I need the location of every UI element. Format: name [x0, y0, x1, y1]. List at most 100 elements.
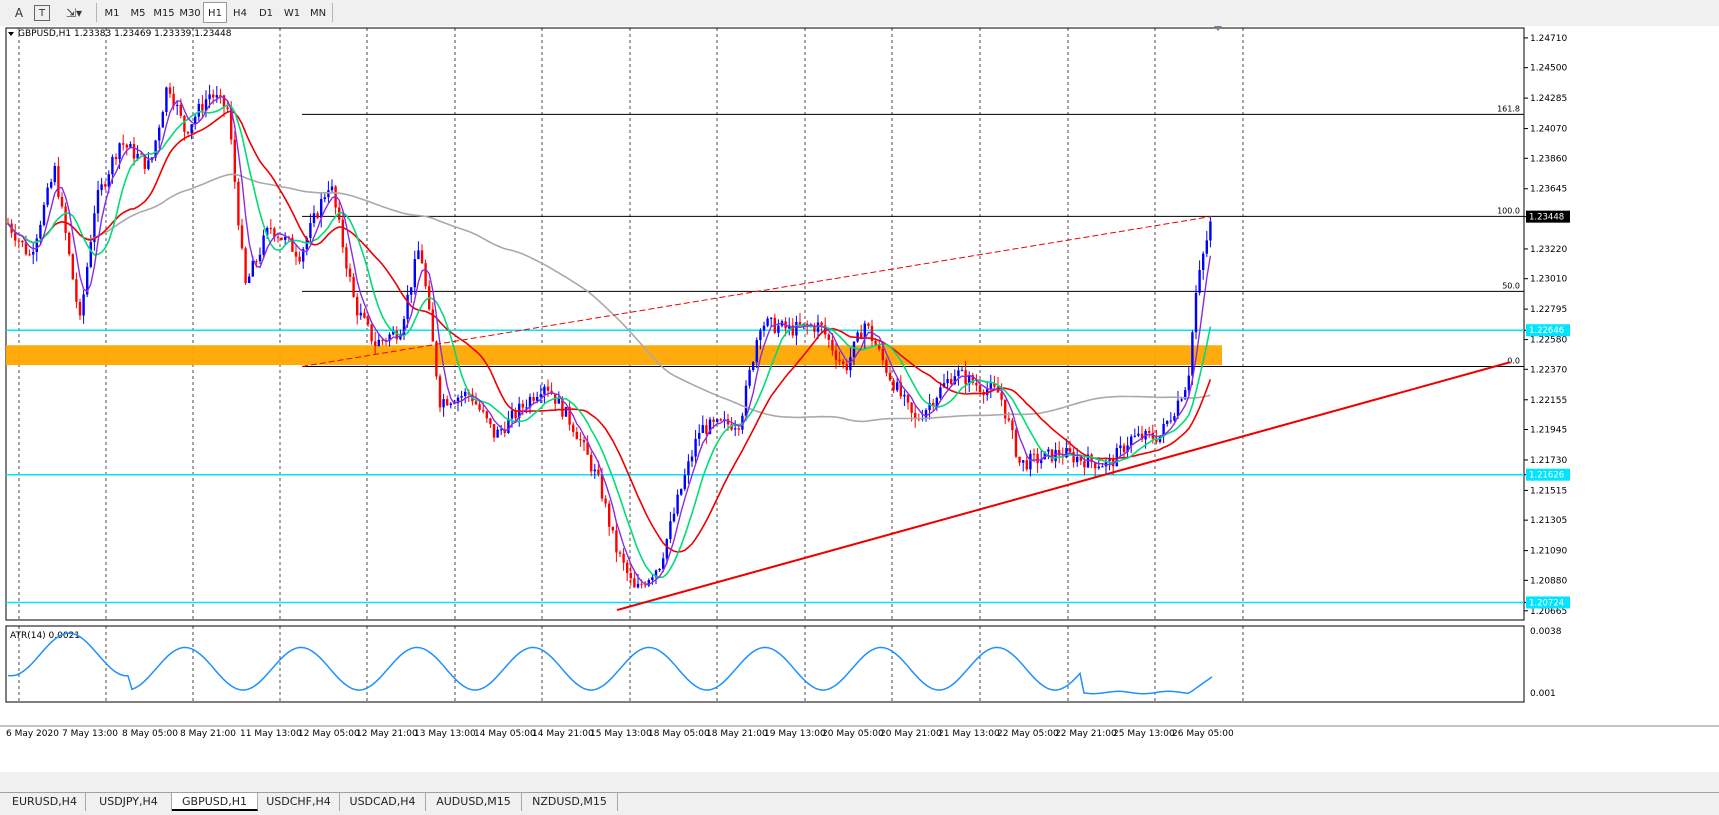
- tab-usdchf-h4[interactable]: USDCHF,H4: [258, 793, 340, 811]
- text-tool-icon[interactable]: A: [14, 5, 24, 20]
- bullish-candle: [100, 184, 103, 191]
- bearish-candle: [431, 309, 434, 342]
- timeframe-h1[interactable]: H1: [203, 2, 227, 23]
- bullish-candle: [946, 379, 949, 384]
- bullish-candle: [53, 166, 56, 183]
- bullish-candle: [536, 396, 539, 401]
- bullish-candle: [924, 410, 928, 419]
- chart-window[interactable]: 6 May 2020 7 May 13:00 8 May 05:00 8 May 21…: [0, 26, 1719, 772]
- bearish-candle: [1050, 449, 1054, 462]
- time-axis-label: 15 May 13:00: [590, 729, 652, 739]
- time-axis-label: 14 May 05:00: [474, 729, 536, 739]
- bullish-candle: [654, 570, 658, 578]
- bearish-candle: [316, 213, 319, 218]
- fibonacci-level-label: 161.8: [1497, 104, 1520, 113]
- bullish-candle: [204, 99, 208, 111]
- bearish-candle: [546, 386, 550, 391]
- bullish-candle: [327, 190, 330, 198]
- bearish-candle: [705, 425, 708, 434]
- tab-usdcad-h4[interactable]: USDCAD,H4: [340, 793, 426, 811]
- bullish-candle: [928, 402, 931, 411]
- bullish-candle: [262, 235, 265, 255]
- fibonacci-level-label: 0.0: [1507, 356, 1520, 365]
- bullish-candle: [1169, 420, 1172, 422]
- bearish-candle: [269, 227, 272, 229]
- bullish-candle: [190, 124, 193, 134]
- support-resistance-zone[interactable]: [6, 345, 1222, 366]
- timeframe-h4[interactable]: H4: [233, 8, 247, 19]
- indicator-axis-label: 0.0038: [1530, 627, 1562, 637]
- bullish-candle: [734, 428, 737, 430]
- price-axis-label: 1.21515: [1530, 486, 1567, 496]
- bullish-candle: [1047, 449, 1050, 452]
- timeframe-mn[interactable]: MN: [309, 8, 327, 19]
- text-label-tool-icon[interactable]: T: [34, 5, 50, 21]
- bullish-candle: [248, 276, 251, 283]
- tab-nzdusd-m15[interactable]: NZDUSD,M15: [522, 793, 618, 811]
- bearish-candle: [604, 498, 607, 504]
- price-highlight-box: [1526, 210, 1570, 223]
- timeframe-m5[interactable]: M5: [130, 8, 146, 19]
- bullish-candle: [154, 140, 157, 158]
- tab-gbpusd-h1[interactable]: GBPUSD,H1: [172, 793, 258, 811]
- bearish-candle: [474, 401, 478, 405]
- bullish-candle: [528, 396, 532, 408]
- bearish-candle: [24, 242, 28, 255]
- bearish-candle: [626, 562, 629, 574]
- chart-menu-arrow-icon[interactable]: [8, 32, 14, 36]
- bullish-candle: [557, 397, 560, 404]
- timeframe-m15[interactable]: M15: [153, 8, 175, 19]
- bearish-candle: [255, 261, 258, 263]
- bullish-candle: [406, 294, 409, 320]
- fibonacci-level-label: 50.0: [1502, 281, 1520, 290]
- tab-usdjpy-h4[interactable]: USDJPY,H4: [86, 793, 172, 811]
- bearish-candle: [820, 322, 823, 326]
- bullish-candle: [39, 224, 42, 239]
- bearish-candle: [834, 350, 838, 360]
- bearish-candle: [831, 339, 834, 351]
- timeframe-m1[interactable]: M1: [104, 8, 120, 19]
- bullish-candle: [759, 330, 762, 341]
- price-axis-label: 1.22795: [1530, 305, 1567, 315]
- bullish-candle: [935, 397, 938, 407]
- bearish-candle: [186, 131, 190, 134]
- bearish-candle: [435, 341, 438, 377]
- bullish-candle: [766, 318, 769, 326]
- bearish-candle: [222, 95, 226, 108]
- price-chart[interactable]: 6 May 2020 7 May 13:00 8 May 05:00 8 May 21…: [0, 26, 1719, 792]
- bullish-candle: [330, 186, 334, 191]
- time-axis-label: 13 May 13:00: [414, 729, 476, 739]
- bearish-candle: [381, 339, 384, 341]
- bullish-candle: [968, 375, 971, 385]
- timeframe-d1[interactable]: D1: [258, 8, 274, 19]
- dashed-trendline[interactable]: [301, 215, 1213, 367]
- tab-eurusd-h4[interactable]: EURUSD,H4: [4, 793, 86, 811]
- bearish-candle: [600, 474, 604, 499]
- bearish-candle: [719, 419, 722, 421]
- bullish-candle: [1191, 332, 1194, 376]
- bearish-candle: [363, 312, 366, 318]
- shapes-tool-icon[interactable]: ⇲▾: [65, 5, 83, 20]
- bearish-candle: [348, 268, 352, 277]
- rising-support-trendline[interactable]: [616, 361, 1511, 612]
- bullish-candle: [161, 112, 164, 128]
- tab-audusd-m15[interactable]: AUDUSD,M15: [426, 793, 522, 811]
- bullish-candle: [1065, 448, 1068, 458]
- chart-shift-marker-icon[interactable]: [1214, 26, 1222, 31]
- bullish-candle: [460, 396, 463, 398]
- price-highlight-label: 1.21626: [1529, 471, 1564, 481]
- bearish-candle: [867, 323, 870, 326]
- price-axis-label: 1.21730: [1530, 456, 1567, 466]
- price-axis-label: 1.22580: [1530, 336, 1567, 346]
- bullish-candle: [194, 116, 197, 125]
- price-axis-label: 1.23645: [1530, 185, 1567, 195]
- bullish-candle: [1202, 253, 1205, 271]
- timeframe-w1[interactable]: W1: [283, 8, 301, 19]
- bearish-candle: [1032, 453, 1036, 455]
- time-axis-label: 26 May 05:00: [1172, 729, 1234, 739]
- bearish-candle: [914, 412, 917, 419]
- time-axis-label: 22 May 05:00: [997, 729, 1059, 739]
- bearish-candle: [1155, 438, 1158, 442]
- bearish-candle: [140, 153, 143, 155]
- timeframe-m30[interactable]: M30: [179, 8, 201, 19]
